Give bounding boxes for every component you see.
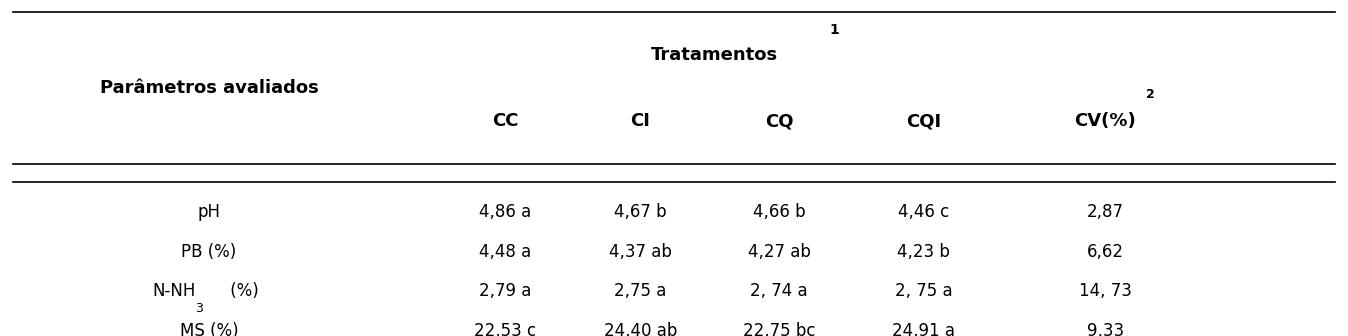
Text: 9,33: 9,33 — [1086, 322, 1124, 336]
Text: CQ: CQ — [764, 112, 794, 130]
Text: MS (%): MS (%) — [179, 322, 239, 336]
Text: pH: pH — [197, 203, 221, 221]
Text: 3: 3 — [195, 301, 204, 314]
Text: 2, 74 a: 2, 74 a — [751, 282, 807, 300]
Text: N-NH: N-NH — [152, 282, 195, 300]
Text: CC: CC — [492, 112, 519, 130]
Text: 24,40 ab: 24,40 ab — [604, 322, 677, 336]
Text: (%): (%) — [225, 282, 259, 300]
Text: 4,46 c: 4,46 c — [898, 203, 949, 221]
Text: 4,37 ab: 4,37 ab — [609, 243, 671, 260]
Text: 2,79 a: 2,79 a — [480, 282, 531, 300]
Text: 22,53 c: 22,53 c — [474, 322, 537, 336]
Text: CV(%): CV(%) — [1074, 112, 1136, 130]
Text: 4,67 b: 4,67 b — [613, 203, 667, 221]
Text: 4,66 b: 4,66 b — [752, 203, 806, 221]
Text: 4,27 ab: 4,27 ab — [748, 243, 810, 260]
Text: CI: CI — [631, 112, 650, 130]
Text: 22,75 bc: 22,75 bc — [743, 322, 816, 336]
Text: Parâmetros avaliados: Parâmetros avaliados — [100, 79, 318, 97]
Text: PB (%): PB (%) — [182, 243, 236, 260]
Text: 2, 75 a: 2, 75 a — [895, 282, 952, 300]
Text: 14, 73: 14, 73 — [1078, 282, 1132, 300]
Text: 2,75 a: 2,75 a — [615, 282, 666, 300]
Text: 4,23 b: 4,23 b — [896, 243, 950, 260]
Text: Tratamentos: Tratamentos — [651, 46, 778, 64]
Text: 2,87: 2,87 — [1086, 203, 1124, 221]
Text: 4,48 a: 4,48 a — [480, 243, 531, 260]
Text: CQI: CQI — [906, 112, 941, 130]
Text: 4,86 a: 4,86 a — [480, 203, 531, 221]
Text: 6,62: 6,62 — [1086, 243, 1124, 260]
Text: 1: 1 — [829, 23, 838, 37]
Text: 2: 2 — [1146, 87, 1154, 100]
Text: 24,91 a: 24,91 a — [892, 322, 954, 336]
